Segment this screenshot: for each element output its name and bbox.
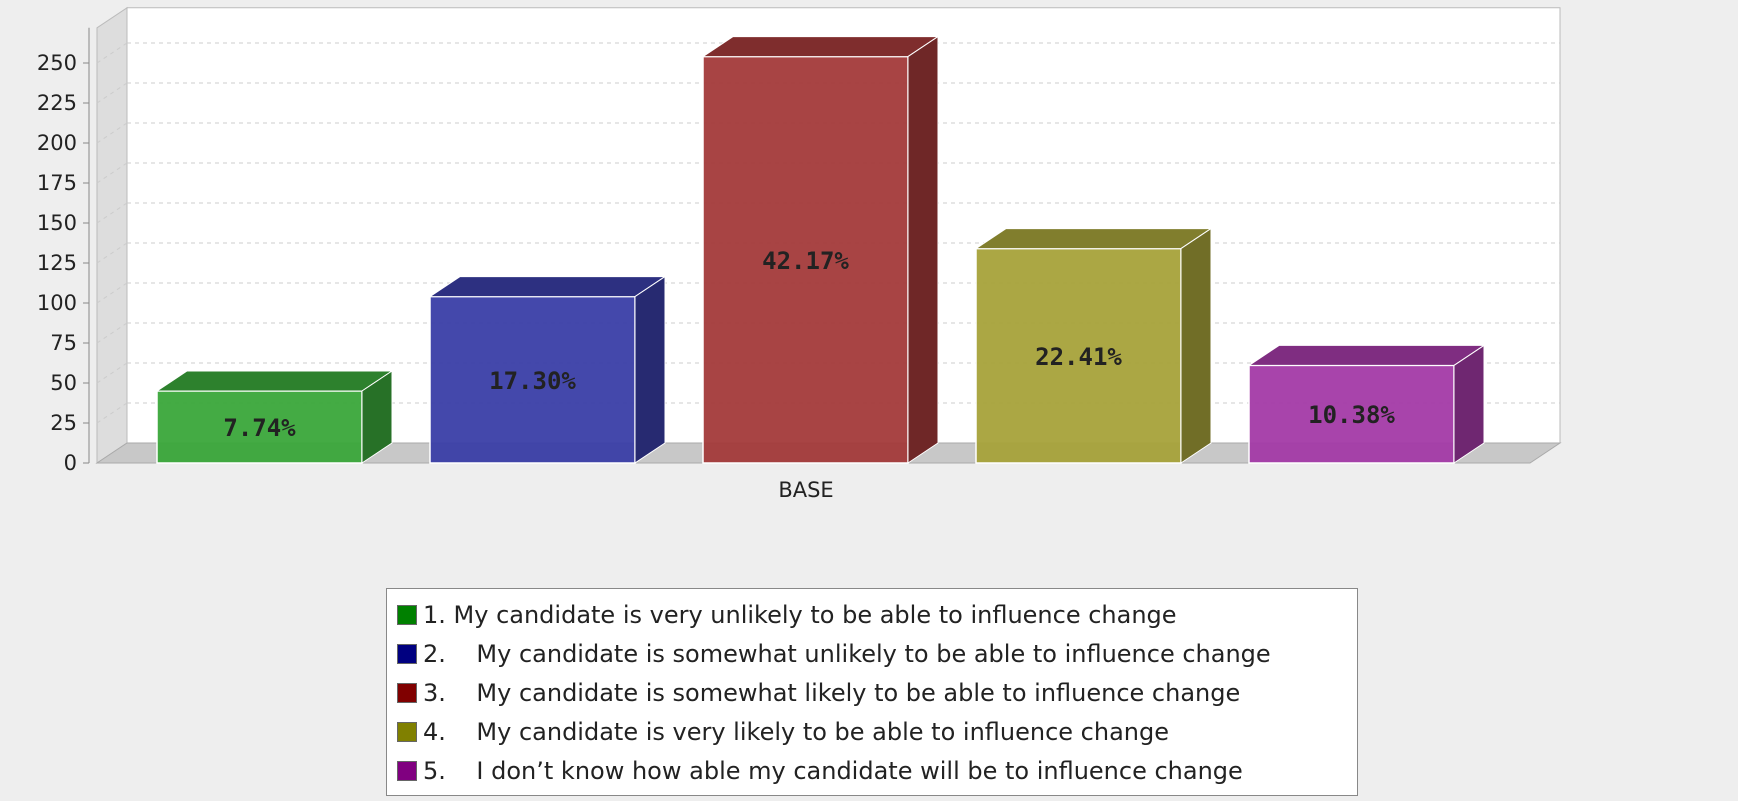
legend-label: 3. My candidate is somewhat likely to be… [423,678,1241,707]
y-tick-label: 150 [37,211,77,235]
y-tick-label: 25 [50,411,77,435]
bar-1: 7.74% [155,370,394,464]
grid-line-side [96,202,128,224]
bar-side [634,275,666,464]
grid-line-side [96,122,128,144]
bar-top [1247,344,1486,366]
bar-front [702,55,909,464]
legend-label: 5. I don’t know how able my candidate wi… [423,756,1243,785]
y-tick-label: 50 [50,371,77,395]
bar-3: 42.17% [701,35,940,464]
bar-side [361,370,393,464]
y-axis: 0 25 50 75 100 125 150 175 200 225 250 [37,27,90,475]
legend-item: 1. My candidate is very unlikely to be a… [387,595,1357,634]
bar-side [1180,227,1212,464]
bars: 7.74% 17.30% 42.17% 22.41% 10.38% [155,35,1486,464]
y-tick-label: 0 [64,451,77,475]
legend-swatch-icon [397,721,417,742]
y-tick-label: 200 [37,131,77,155]
x-category-label: BASE [778,478,833,502]
legend-label: 1. My candidate is very unlikely to be a… [423,600,1177,629]
bar-top [155,370,394,392]
grid-line-side [96,242,128,264]
bar-data-label: 42.17% [762,247,849,275]
grid-line-side [96,402,128,424]
bar-data-label: 17.30% [489,367,576,395]
y-tick-label: 250 [37,51,77,75]
bar-front [1248,364,1455,464]
bar-front [975,247,1182,464]
y-tick-label: 175 [37,171,77,195]
y-tick-label: 100 [37,291,77,315]
grid-line-side [96,82,128,104]
y-tick-label: 225 [37,91,77,115]
bar-data-label: 7.74% [223,414,296,442]
bar-data-label: 22.41% [1035,343,1122,371]
grid-line-side [96,322,128,344]
grid-line-side [96,362,128,384]
plot-side-wall [96,6,128,464]
bar-top [974,228,1213,250]
x-axis: BASE [778,478,833,502]
bar-top [701,36,940,58]
legend: 1. My candidate is very unlikely to be a… [386,588,1358,796]
legend-item: 2. My candidate is somewhat unlikely to … [387,634,1357,673]
legend-item: 4. My candidate is very likely to be abl… [387,712,1357,751]
legend-item: 3. My candidate is somewhat likely to be… [387,673,1357,712]
bar-4: 22.41% [974,227,1213,464]
legend-swatch-icon [397,604,417,625]
grid-line-side [96,42,128,64]
legend-item: 5. I don’t know how able my candidate wi… [387,751,1357,790]
legend-label: 4. My candidate is very likely to be abl… [423,717,1170,746]
bar-2: 17.30% [428,275,667,464]
bar-5: 10.38% [1247,344,1486,464]
legend-label: 2. My candidate is somewhat unlikely to … [423,639,1271,668]
grid-line-side [96,282,128,304]
legend-swatch-icon [397,760,417,781]
grid-line-side [96,162,128,184]
bar-data-label: 10.38% [1308,401,1395,429]
bar-front [156,390,363,464]
bar-side [1453,344,1485,464]
bar-top [428,276,667,298]
y-tick-label: 125 [37,251,77,275]
legend-swatch-icon [397,682,417,703]
legend-swatch-icon [397,643,417,664]
bar-side [907,35,939,464]
y-tick-label: 75 [50,331,77,355]
